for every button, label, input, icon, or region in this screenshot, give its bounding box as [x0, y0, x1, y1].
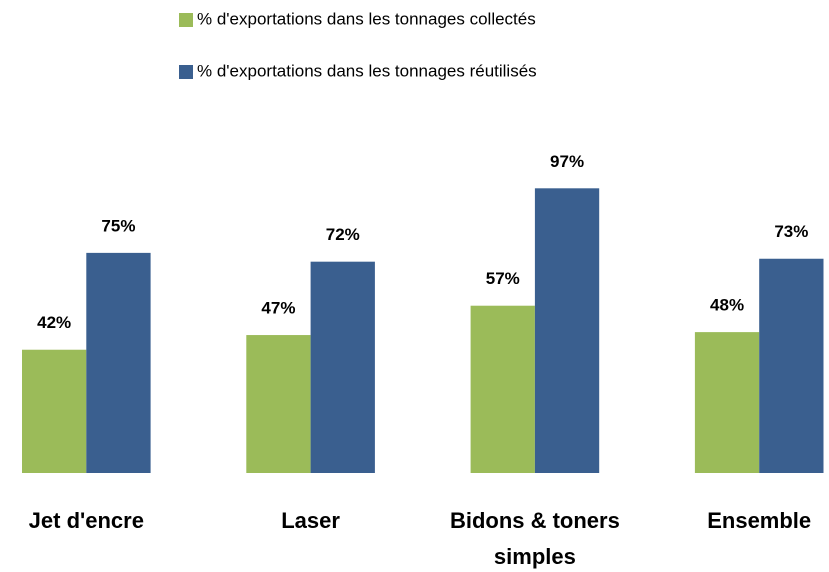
x-tick-label: Laser: [281, 508, 340, 533]
bar: [246, 335, 311, 473]
data-label: 97%: [550, 152, 584, 171]
data-label: 57%: [486, 269, 520, 288]
data-label: 47%: [261, 299, 295, 318]
bar: [470, 305, 535, 473]
x-tick-label: Jet d'encre: [28, 508, 144, 533]
data-label: 42%: [37, 313, 71, 332]
bar: [310, 261, 375, 473]
x-tick-label: Bidons & toners simples: [449, 508, 620, 569]
legend-swatch: [179, 13, 193, 27]
bar: [759, 258, 824, 473]
legend-label: % d'exportations dans les tonnages réuti…: [197, 61, 537, 80]
bar: [22, 349, 87, 473]
data-label: 72%: [326, 225, 360, 244]
bar: [534, 188, 600, 473]
data-label: 75%: [101, 216, 135, 235]
data-label: 48%: [710, 296, 744, 315]
bar: [86, 252, 151, 473]
legend-label: % d'exportations dans les tonnages colle…: [197, 9, 536, 28]
legend-swatch: [179, 65, 193, 79]
x-tick-label: Ensemble: [707, 508, 812, 533]
data-label: 73%: [774, 222, 808, 241]
bar: [694, 332, 760, 473]
